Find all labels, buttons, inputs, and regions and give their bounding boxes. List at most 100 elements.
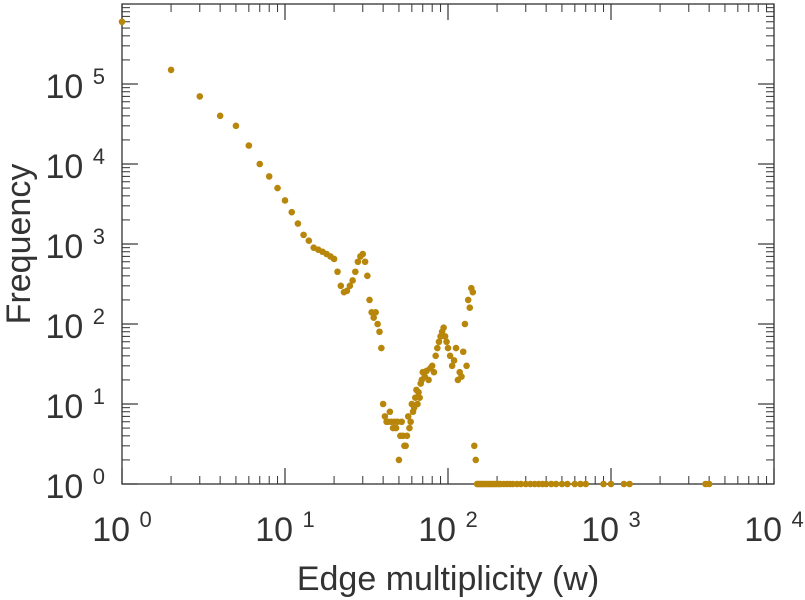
- data-point: [441, 333, 449, 340]
- data-point: [379, 400, 387, 408]
- data-point: [620, 480, 628, 488]
- data-point: [381, 413, 389, 420]
- data-point: [564, 480, 571, 488]
- data-point: [281, 197, 289, 204]
- data-point: [349, 277, 356, 284]
- data-point: [522, 480, 530, 488]
- data-point: [432, 352, 439, 360]
- data-point: [372, 309, 379, 316]
- data-point: [346, 282, 354, 290]
- data-point: [435, 338, 443, 346]
- data-point: [245, 142, 253, 149]
- data-point: [425, 376, 432, 384]
- x-tick-label-exponent: 3: [629, 507, 641, 532]
- data-point: [463, 362, 470, 370]
- x-tick-label-base: 10: [581, 511, 628, 549]
- data-point: [547, 480, 555, 488]
- data-point: [378, 344, 385, 352]
- x-tick-label-base: 10: [92, 511, 139, 549]
- data-point: [364, 272, 371, 280]
- data-point: [407, 418, 414, 426]
- x-tick-label-base: 10: [418, 511, 465, 549]
- y-tick-label-exponent: 0: [93, 464, 105, 489]
- data-point: [450, 357, 458, 364]
- data-point: [274, 184, 281, 192]
- y-tick-label-base: 10: [45, 308, 92, 346]
- y-tick-label: 10 1: [45, 384, 105, 426]
- y-axis-label: Frequency: [0, 164, 38, 325]
- data-point: [196, 93, 204, 100]
- data-point: [571, 480, 579, 488]
- data-point: [446, 352, 454, 360]
- y-tick-label-base: 10: [45, 228, 92, 266]
- x-tick-label: 10 3: [581, 507, 641, 549]
- data-point: [416, 394, 423, 401]
- data-point: [452, 344, 460, 352]
- data-point: [466, 304, 474, 311]
- data-point: [577, 480, 584, 488]
- data-point: [398, 418, 406, 426]
- data-point: [374, 320, 381, 328]
- data-point: [330, 255, 338, 263]
- y-tick-label-exponent: 2: [93, 304, 105, 329]
- y-tick-label-exponent: 5: [93, 64, 105, 89]
- x-tick-label-base: 10: [744, 511, 791, 549]
- data-point: [415, 389, 422, 396]
- data-point: [288, 208, 296, 216]
- data-point: [392, 424, 400, 432]
- data-point: [343, 287, 351, 295]
- data-point: [403, 432, 411, 440]
- data-point: [440, 324, 447, 331]
- data-point: [600, 480, 607, 488]
- data-point: [705, 480, 713, 488]
- data-point: [395, 456, 403, 464]
- major-ticks: [121, 4, 775, 485]
- data-point: [626, 480, 633, 488]
- data-point: [444, 344, 452, 352]
- x-tick-label: 10 2: [418, 507, 478, 549]
- data-point: [386, 408, 394, 416]
- minor-ticks: [122, 4, 774, 484]
- data-point: [464, 296, 472, 304]
- data-point: [167, 66, 175, 74]
- data-point: [434, 344, 441, 352]
- data-point: [354, 258, 362, 266]
- data-point: [216, 112, 224, 120]
- x-tick-label-base: 10: [255, 511, 302, 549]
- data-point: [232, 122, 240, 130]
- x-tick-label: 10 4: [744, 507, 804, 549]
- y-tick-label-exponent: 3: [93, 224, 105, 249]
- data-point: [402, 442, 409, 450]
- y-tick-label: 10 5: [45, 64, 105, 106]
- x-tick-label-exponent: 0: [140, 507, 152, 532]
- y-tick-label-base: 10: [45, 468, 92, 506]
- data-point: [376, 328, 383, 336]
- data-point: [294, 220, 302, 227]
- y-tick-label: 10 0: [45, 464, 105, 506]
- x-tick-label: 10 0: [92, 507, 152, 549]
- data-point: [607, 480, 615, 488]
- y-tick-label-base: 10: [45, 148, 92, 186]
- data-point: [404, 413, 412, 420]
- data-point: [334, 268, 341, 276]
- data-point: [471, 442, 478, 450]
- x-tick-label-exponent: 4: [792, 507, 804, 532]
- data-point: [414, 400, 421, 408]
- data-point: [582, 480, 590, 488]
- data-point: [558, 480, 566, 488]
- data-point: [406, 424, 413, 432]
- data-point: [458, 373, 465, 380]
- y-tick-label: 10 3: [45, 224, 105, 266]
- y-tick-label-exponent: 4: [93, 144, 105, 169]
- x-axis-label: Edge multiplicity (w): [297, 560, 599, 598]
- data-point: [552, 480, 560, 488]
- plot-frame: [121, 3, 775, 485]
- data-point: [448, 362, 456, 370]
- data-point: [370, 314, 377, 321]
- data-point: [256, 160, 264, 168]
- data-point: [300, 231, 307, 239]
- x-tick-label-exponent: 2: [466, 507, 478, 532]
- data-point: [428, 362, 436, 370]
- data-point: [461, 320, 469, 328]
